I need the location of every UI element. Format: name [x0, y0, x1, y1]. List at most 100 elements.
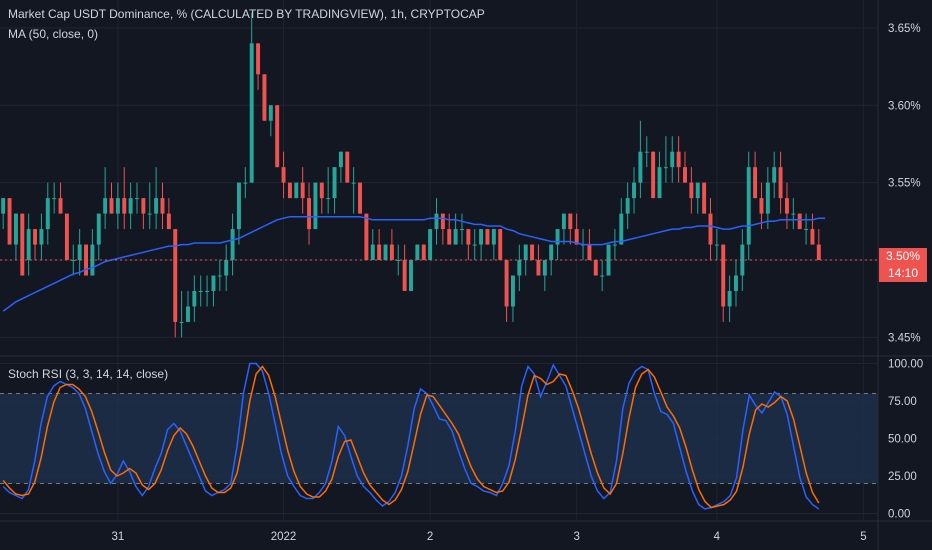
time-tick-label: 3	[573, 531, 579, 543]
candle-body	[568, 213, 573, 230]
last-price-value: 3.50%	[885, 249, 921, 263]
chart-title: Market Cap USDT Dominance, % (CALCULATED…	[8, 7, 485, 21]
candle-body	[135, 198, 139, 200]
candle-body	[109, 198, 114, 214]
candle-body	[670, 151, 675, 168]
candle-body	[663, 167, 668, 169]
candle-body	[421, 244, 426, 261]
candle-body	[784, 198, 789, 214]
candle-body	[587, 244, 592, 261]
candle-body	[275, 105, 280, 168]
candle-body	[26, 229, 31, 261]
candle-body	[632, 182, 636, 199]
candle-body	[676, 151, 681, 168]
candle-body	[466, 229, 471, 245]
candle-body	[319, 182, 324, 199]
candle-body	[377, 244, 382, 261]
candle-body	[734, 275, 738, 291]
candle-body	[192, 290, 197, 307]
time-tick-label: 2	[427, 531, 433, 543]
candle-body	[332, 167, 337, 199]
candle-body	[141, 198, 146, 214]
candlestick-series	[1, 12, 821, 338]
price-axis[interactable]: 3.65% 3.60% 3.55% 3.45%	[888, 23, 921, 345]
candle-body	[402, 260, 407, 291]
candle-body	[485, 229, 490, 245]
candle-body	[20, 213, 25, 276]
candle-body	[52, 198, 57, 200]
candle-body	[205, 290, 210, 292]
ma-legend-label[interactable]: MA (50, close, 0)	[8, 27, 99, 41]
candle-body	[409, 260, 413, 291]
candle-body	[256, 43, 261, 75]
candle-body	[549, 244, 554, 261]
candle-body	[472, 244, 477, 246]
candle-body	[230, 229, 235, 261]
candle-body	[765, 182, 770, 214]
candle-body	[434, 213, 439, 230]
candle-body	[33, 229, 38, 245]
candle-body	[71, 260, 76, 262]
candle-body	[338, 151, 343, 168]
stoch-d-line	[2, 365, 820, 509]
candle-body	[600, 275, 605, 277]
candle-body	[64, 213, 69, 261]
candle-body	[243, 182, 248, 184]
candle-body	[625, 198, 630, 214]
candle-body	[574, 229, 579, 245]
candle-body	[90, 244, 95, 276]
stoch-legend-label[interactable]: Stoch RSI (3, 3, 14, 14, close)	[8, 367, 169, 381]
time-tick-label: 5	[860, 531, 866, 543]
candle-body	[39, 229, 44, 245]
price-tick-label: 3.45%	[888, 332, 921, 344]
candle-body	[307, 198, 312, 230]
stoch-axis[interactable]: 100.00 75.00 50.00 25.00 0.00	[888, 359, 923, 521]
candle-body	[714, 244, 719, 246]
candle-body	[236, 182, 241, 230]
candle-body	[702, 182, 707, 214]
candle-body	[173, 229, 178, 322]
candle-body	[530, 244, 535, 261]
candle-body	[364, 213, 369, 261]
candle-body	[249, 43, 254, 183]
candle-body	[772, 167, 777, 183]
candle-body	[536, 260, 541, 276]
candle-body	[300, 182, 305, 199]
candle-body	[77, 244, 82, 261]
stoch-tick-label: 75.00	[888, 396, 917, 408]
time-axis[interactable]: 312022234518:00	[111, 531, 932, 543]
candle-body	[689, 182, 694, 199]
candle-body	[58, 198, 63, 214]
candle-body	[160, 198, 165, 214]
candle-body	[262, 74, 267, 121]
price-tick-label: 3.65%	[888, 23, 921, 35]
candle-body	[479, 229, 484, 245]
main-grid	[0, 0, 878, 356]
candle-body	[740, 244, 745, 276]
stoch-overbought-oversold-band	[0, 393, 878, 484]
candle-body	[326, 198, 331, 200]
candle-body	[460, 229, 464, 231]
candle-body	[644, 151, 649, 153]
stoch-k-line	[2, 362, 820, 510]
candle-body	[45, 198, 50, 230]
candle-body	[96, 213, 101, 245]
candle-body	[606, 244, 611, 276]
candle-body	[154, 198, 159, 214]
candle-body	[593, 260, 598, 276]
candle-body	[166, 213, 171, 230]
candle-body	[791, 213, 796, 215]
candle-body	[415, 244, 420, 261]
candle-body	[619, 213, 624, 245]
candle-body	[396, 260, 401, 262]
candle-body	[294, 182, 299, 199]
candle-body	[186, 306, 190, 322]
candle-body	[358, 182, 362, 214]
time-tick-label: 4	[714, 531, 721, 543]
candle-body	[510, 275, 515, 307]
candle-body	[651, 151, 656, 199]
candle-body	[498, 229, 503, 261]
candle-body	[721, 244, 726, 307]
bar-countdown: 14:10	[887, 266, 919, 280]
